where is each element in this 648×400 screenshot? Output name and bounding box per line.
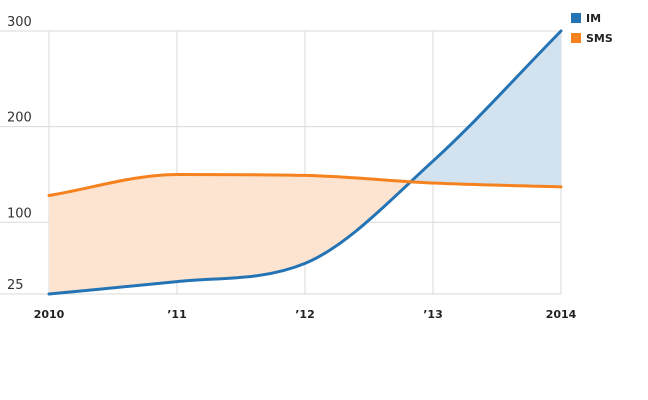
area-fills [49, 31, 561, 294]
y-axis-ticks: 25 100 200 300 [7, 15, 32, 293]
sms-lead-area [49, 174, 408, 294]
im-series-line [47, 29, 563, 296]
x-axis-ticks: 2010 ’11 ’12 ’13 2014 [34, 308, 577, 321]
y-tick-label: 200 [7, 111, 32, 126]
x-tick-label: ’13 [423, 308, 443, 321]
x-tick-label: ’12 [295, 308, 315, 321]
x-tick-label: 2010 [34, 308, 65, 321]
legend-label: SMS [586, 32, 613, 45]
x-tick-label: ’11 [167, 308, 187, 321]
x-tick-label: 2014 [546, 308, 577, 321]
y-tick-label: 300 [7, 15, 32, 30]
y-tick-label: 100 [7, 206, 32, 221]
legend-label: IM [586, 12, 601, 25]
legend-swatch [571, 33, 581, 43]
legend-swatch [571, 13, 581, 23]
y-tick-label: 25 [7, 278, 24, 293]
im-lead-area [407, 31, 561, 187]
legend-item-im: IM [571, 12, 601, 25]
legend-item-sms: SMS [571, 32, 613, 45]
series-lines [47, 29, 563, 296]
legend: IM SMS [571, 12, 613, 45]
sms-series-line [47, 172, 563, 197]
